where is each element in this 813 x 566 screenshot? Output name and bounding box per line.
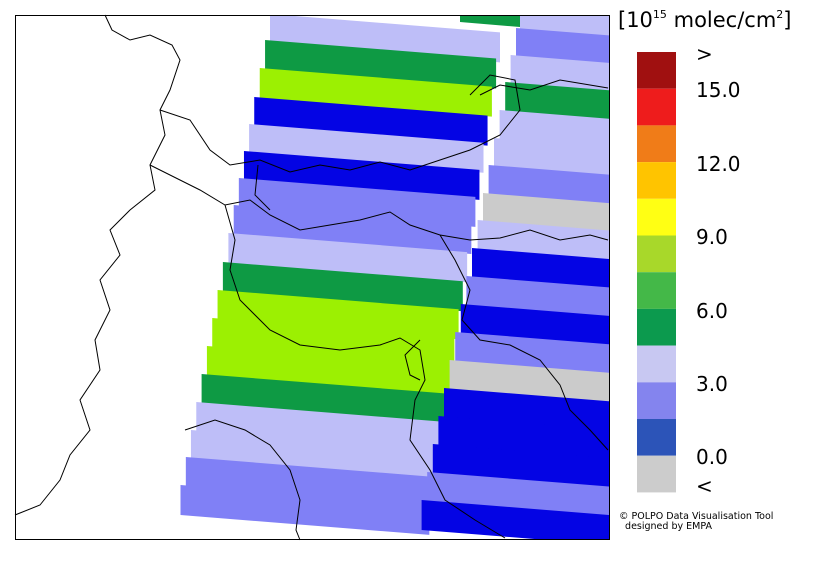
legend-label-12: 12.0	[696, 152, 741, 176]
border-line	[224, 204, 506, 539]
swath-pixel	[466, 276, 612, 318]
legend-label-above: >	[696, 42, 713, 66]
swath-pixel	[222, 262, 463, 312]
swath-pixel	[265, 40, 497, 89]
legend-swatch	[637, 272, 676, 309]
unit-label: [1015 molec/cm2]	[618, 8, 792, 32]
swath-pixel	[212, 318, 455, 368]
credit-line-1: POLPO Data Visualisation Tool	[631, 511, 774, 522]
swath-pixel	[228, 233, 468, 283]
legend-swatch	[637, 88, 676, 126]
legend-swatch	[637, 198, 676, 236]
legend-swatch	[637, 125, 676, 163]
legend-swatch	[637, 419, 676, 456]
swath-pixel	[196, 402, 442, 452]
swath-pixel	[190, 430, 438, 480]
swath-pixel	[180, 485, 430, 535]
country-borders	[14, 14, 609, 541]
legend-swatch	[637, 345, 676, 383]
swath-pixel	[201, 374, 446, 424]
swath-pixel	[505, 82, 612, 121]
swath-pixel	[460, 15, 520, 27]
swath-pixel	[510, 55, 612, 94]
legend-swatch	[637, 235, 676, 273]
legend-swatch	[637, 308, 676, 346]
legend-label-3: 3.0	[696, 372, 728, 396]
border-line	[439, 234, 609, 451]
swath-pixel	[217, 290, 459, 340]
legend-swatch	[637, 382, 676, 419]
border-line	[159, 74, 521, 173]
credit-line-2: designed by EMPA	[625, 521, 712, 532]
swath-pixel	[254, 97, 488, 146]
legend-swatch	[637, 52, 676, 89]
swath-pixel	[233, 205, 472, 255]
legend-label-9: 9.0	[696, 225, 728, 249]
border-line	[149, 164, 609, 241]
swath-pixel	[516, 28, 612, 66]
legend-label-6: 6.0	[696, 299, 728, 323]
swath-pixel	[249, 124, 484, 173]
color-legend	[637, 52, 676, 493]
copyright-icon: ©	[619, 511, 629, 522]
swath-pixel	[185, 457, 434, 507]
swath-pixel	[238, 178, 476, 227]
legend-swatch	[637, 162, 676, 199]
border-line	[14, 14, 181, 516]
legend-label-0: 0.0	[696, 445, 728, 469]
swath-pixel	[494, 138, 612, 178]
legend-swatch	[637, 455, 676, 493]
map-frame	[15, 15, 610, 540]
swath-pixel	[259, 68, 492, 117]
border-line	[184, 419, 301, 541]
credit-text: © POLPO Data Visualisation Tool designed…	[619, 512, 773, 532]
swath-pixel	[472, 248, 612, 290]
border-line	[479, 79, 609, 96]
swath-pixel	[206, 346, 451, 396]
swath-pixel	[488, 165, 612, 205]
swath-pixel	[243, 151, 480, 200]
legend-label-below: <	[696, 474, 713, 498]
map-mask-top	[0, 0, 813, 15]
map-mask-bottom	[0, 540, 813, 566]
swath-pixel	[477, 220, 612, 261]
swath-pixel	[421, 500, 612, 546]
border-line	[254, 164, 271, 211]
swath-pixel	[499, 110, 612, 149]
border-line	[404, 339, 421, 381]
legend-label-15: 15.0	[696, 78, 741, 102]
swath-pixel	[270, 14, 500, 63]
